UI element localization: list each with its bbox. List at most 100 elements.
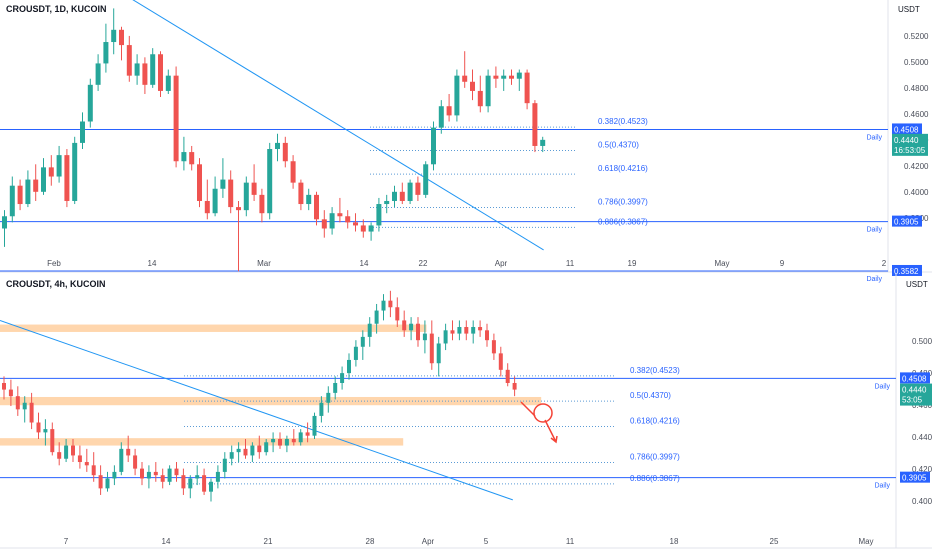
- candle: [80, 112, 85, 150]
- price-badge-label: 0.4508: [902, 374, 927, 383]
- candle: [422, 320, 427, 354]
- candle: [133, 448, 138, 476]
- candle: [368, 222, 374, 241]
- y-tick-label: 0.5000: [904, 58, 929, 67]
- candle-body: [282, 142, 288, 162]
- candle: [29, 392, 34, 430]
- candle-body: [298, 182, 304, 205]
- candle-body: [464, 327, 469, 334]
- candle: [71, 438, 75, 463]
- last-price-badge: [900, 383, 932, 406]
- candle: [501, 69, 507, 91]
- candle-countdown: 16:53:05: [894, 146, 926, 155]
- candle-body: [228, 179, 234, 208]
- price-badge: [900, 372, 930, 384]
- candle-body: [298, 432, 303, 443]
- candle-body: [409, 323, 414, 331]
- candle-body: [353, 222, 358, 226]
- candle: [103, 23, 109, 73]
- candle: [306, 188, 312, 211]
- candle: [337, 197, 343, 223]
- candle-body: [443, 330, 448, 344]
- x-tick-label: 2: [882, 259, 887, 268]
- fib-level-label: 0.382(0.4523): [598, 117, 648, 126]
- x-tick-label: Apr: [495, 259, 508, 268]
- candle: [477, 75, 483, 113]
- candle-body: [189, 152, 195, 165]
- candle-body: [91, 465, 96, 476]
- candle: [470, 69, 475, 101]
- candle-body: [524, 72, 530, 104]
- candle: [298, 429, 303, 446]
- candle: [87, 78, 93, 128]
- candle: [84, 448, 89, 472]
- candle-body: [516, 72, 522, 79]
- candle-body: [126, 45, 132, 76]
- candle: [485, 69, 491, 113]
- candle: [209, 478, 213, 502]
- x-tick-label: 5: [484, 537, 489, 546]
- candle: [153, 462, 158, 482]
- candle-body: [2, 382, 6, 390]
- candle-body: [84, 462, 89, 466]
- candle: [471, 320, 476, 344]
- candle-body: [392, 191, 397, 201]
- candle-body: [501, 75, 507, 79]
- candle: [278, 432, 282, 449]
- candle: [91, 452, 96, 482]
- candle: [384, 194, 390, 214]
- x-tick-label: Apr: [422, 537, 435, 546]
- candle-body: [512, 382, 517, 390]
- candle-body: [329, 213, 335, 229]
- candle: [48, 155, 54, 186]
- price-badge-label: 0.3905: [894, 218, 919, 227]
- candle: [298, 179, 304, 211]
- daily-level-tag: Daily: [874, 483, 890, 490]
- candle: [243, 176, 249, 217]
- candle: [56, 145, 62, 183]
- candle: [215, 465, 220, 489]
- candle-body: [202, 475, 207, 492]
- candle-body: [222, 458, 227, 472]
- candle-body: [251, 182, 257, 195]
- candle-body: [167, 468, 172, 482]
- y-tick-label: 0.4200: [912, 465, 932, 474]
- candle: [392, 185, 397, 208]
- candle-body: [291, 438, 296, 443]
- candle: [321, 210, 327, 238]
- candle-body: [395, 307, 400, 321]
- x-tick-label: May: [714, 259, 729, 268]
- candle: [112, 465, 117, 486]
- candle: [431, 121, 436, 171]
- price-axis-currency: USDT: [898, 5, 920, 14]
- candle-body: [17, 185, 23, 205]
- candle-body: [399, 191, 405, 201]
- price-badge: [892, 264, 922, 276]
- candle: [512, 376, 517, 397]
- fib-level-label: 0.786(0.3997): [598, 198, 648, 207]
- daily-level-tag: Daily: [874, 383, 890, 390]
- candle-body: [50, 429, 55, 453]
- price-badge: [892, 123, 922, 135]
- candle-body: [150, 54, 156, 85]
- candle-body: [243, 448, 248, 456]
- candle-body: [43, 429, 48, 433]
- candle-body: [470, 81, 475, 91]
- x-tick-label: Feb: [47, 259, 61, 268]
- candle-body: [384, 200, 390, 205]
- candle-body: [133, 455, 138, 469]
- candle-body: [165, 75, 171, 91]
- x-tick-label: 19: [628, 259, 637, 268]
- candle: [150, 48, 156, 88]
- candle-body: [64, 155, 70, 201]
- candle: [282, 136, 288, 168]
- candle: [429, 320, 434, 370]
- candle: [367, 317, 372, 347]
- candle: [402, 310, 407, 337]
- candle-body: [215, 471, 220, 482]
- candle-body: [173, 75, 179, 162]
- candle: [119, 442, 124, 476]
- candle: [57, 442, 62, 466]
- candle-body: [271, 438, 276, 443]
